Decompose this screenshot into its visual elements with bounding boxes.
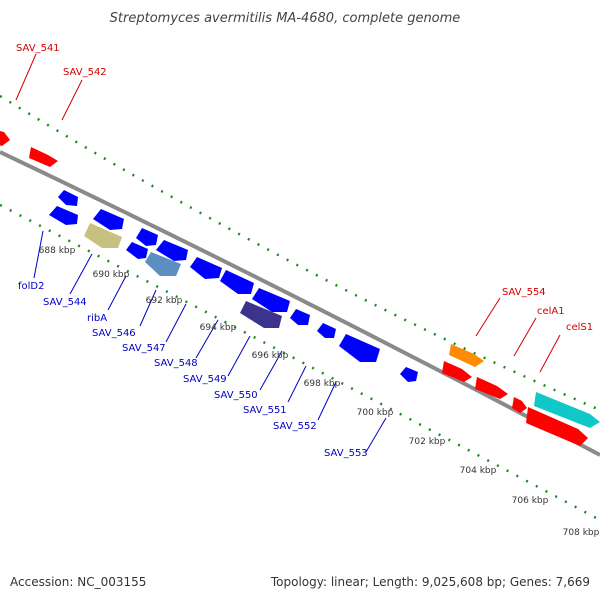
label-sav-544: SAV_544 [43, 297, 87, 308]
label-sav-546: SAV_546 [92, 328, 136, 339]
map-title: Streptomyces avermitilis MA-4680, comple… [110, 11, 461, 26]
label-sav-551: SAV_551 [243, 405, 287, 416]
scale-label-698: 698 kbp [304, 379, 341, 389]
accession-text: Accession: NC_003155 [10, 575, 146, 589]
genome-backbone [0, 150, 600, 457]
scale-label-696: 696 kbp [252, 351, 289, 361]
gene-sav-553-arrow [400, 367, 418, 382]
gene-cela1-arrow [512, 397, 527, 413]
gene-reverse-arrow-e [156, 240, 188, 261]
gene-forward-arrow-3 [526, 407, 588, 446]
gene-sav-554-arrow [449, 344, 484, 367]
leader-sav-552 [317, 381, 337, 421]
leader-sav-542 [61, 79, 83, 121]
scale-label-692: 692 kbp [146, 296, 183, 306]
label-sav-550: SAV_550 [214, 390, 258, 401]
gene-reverse-arrow-g [190, 257, 222, 279]
scale-label-694: 694 kbp [200, 323, 237, 333]
gene-sav-549-arrow [240, 301, 282, 328]
leader-sav-547 [165, 303, 187, 343]
label-cels1: celS1 [566, 322, 593, 333]
gene-reverse-arrow-i [252, 288, 290, 312]
gene-forward-arrow-1 [442, 361, 472, 382]
gene-sav-541-arrow [0, 131, 10, 146]
label-fold2: folD2 [18, 281, 44, 292]
scale-label-690: 690 kbp [93, 270, 130, 280]
label-sav-553: SAV_553 [324, 448, 368, 459]
gene-reverse-arrow-c [93, 209, 124, 230]
topology-text: Topology: linear; Length: 9,025,608 bp; … [270, 575, 590, 589]
leader-cels1 [539, 334, 561, 373]
label-cela1: celA1 [537, 306, 565, 317]
leader-sav-548 [195, 319, 219, 359]
label-sav-554: SAV_554 [502, 287, 546, 298]
gene-riba-arrow [84, 223, 122, 248]
leader-sav-541 [15, 53, 37, 101]
leader-sav-553 [365, 417, 387, 453]
scale-label-700: 700 kbp [357, 408, 394, 418]
label-sav-549: SAV_549 [183, 374, 227, 385]
gene-reverse-arrow-b [49, 206, 78, 225]
leader-sav-551 [287, 365, 307, 403]
leader-sav-554 [475, 297, 501, 337]
label-riba: ribA [87, 313, 107, 324]
label-sav-542: SAV_542 [63, 67, 107, 78]
gene-reverse-arrow-l [339, 334, 380, 362]
gene-sav-542-arrow [29, 147, 58, 167]
leader-fold2 [33, 230, 44, 279]
inner-tick-ring [0, 203, 600, 522]
leader-sav-544 [69, 253, 93, 295]
leader-sav-549 [227, 335, 251, 377]
gene-reverse-arrow-k [317, 323, 336, 338]
leader-sav-546 [139, 289, 157, 327]
leader-sav-550 [259, 350, 283, 391]
scale-label-708: 708 kbp [563, 528, 600, 538]
gene-reverse-arrow-d [136, 228, 158, 246]
gene-reverse-arrow-a [58, 190, 78, 206]
gene-forward-arrow-2 [475, 377, 508, 399]
gene-cels1-arrow [534, 392, 600, 428]
label-sav-547: SAV_547 [122, 343, 166, 354]
label-sav-552: SAV_552 [273, 421, 317, 432]
gene-reverse-arrow-h [220, 270, 254, 294]
scale-label-704: 704 kbp [460, 466, 497, 476]
gene-sav-547-arrow [145, 252, 181, 276]
label-sav-541: SAV_541 [16, 43, 60, 54]
gene-reverse-arrow-f [126, 242, 148, 259]
label-sav-548: SAV_548 [154, 358, 198, 369]
scale-label-688: 688 kbp [39, 246, 76, 256]
gene-reverse-arrow-j [290, 309, 310, 325]
leader-cela1 [513, 317, 537, 357]
scale-label-706: 706 kbp [512, 496, 549, 506]
scale-label-702: 702 kbp [409, 437, 446, 447]
leader-riba [107, 275, 127, 311]
outer-tick-ring [0, 94, 600, 412]
